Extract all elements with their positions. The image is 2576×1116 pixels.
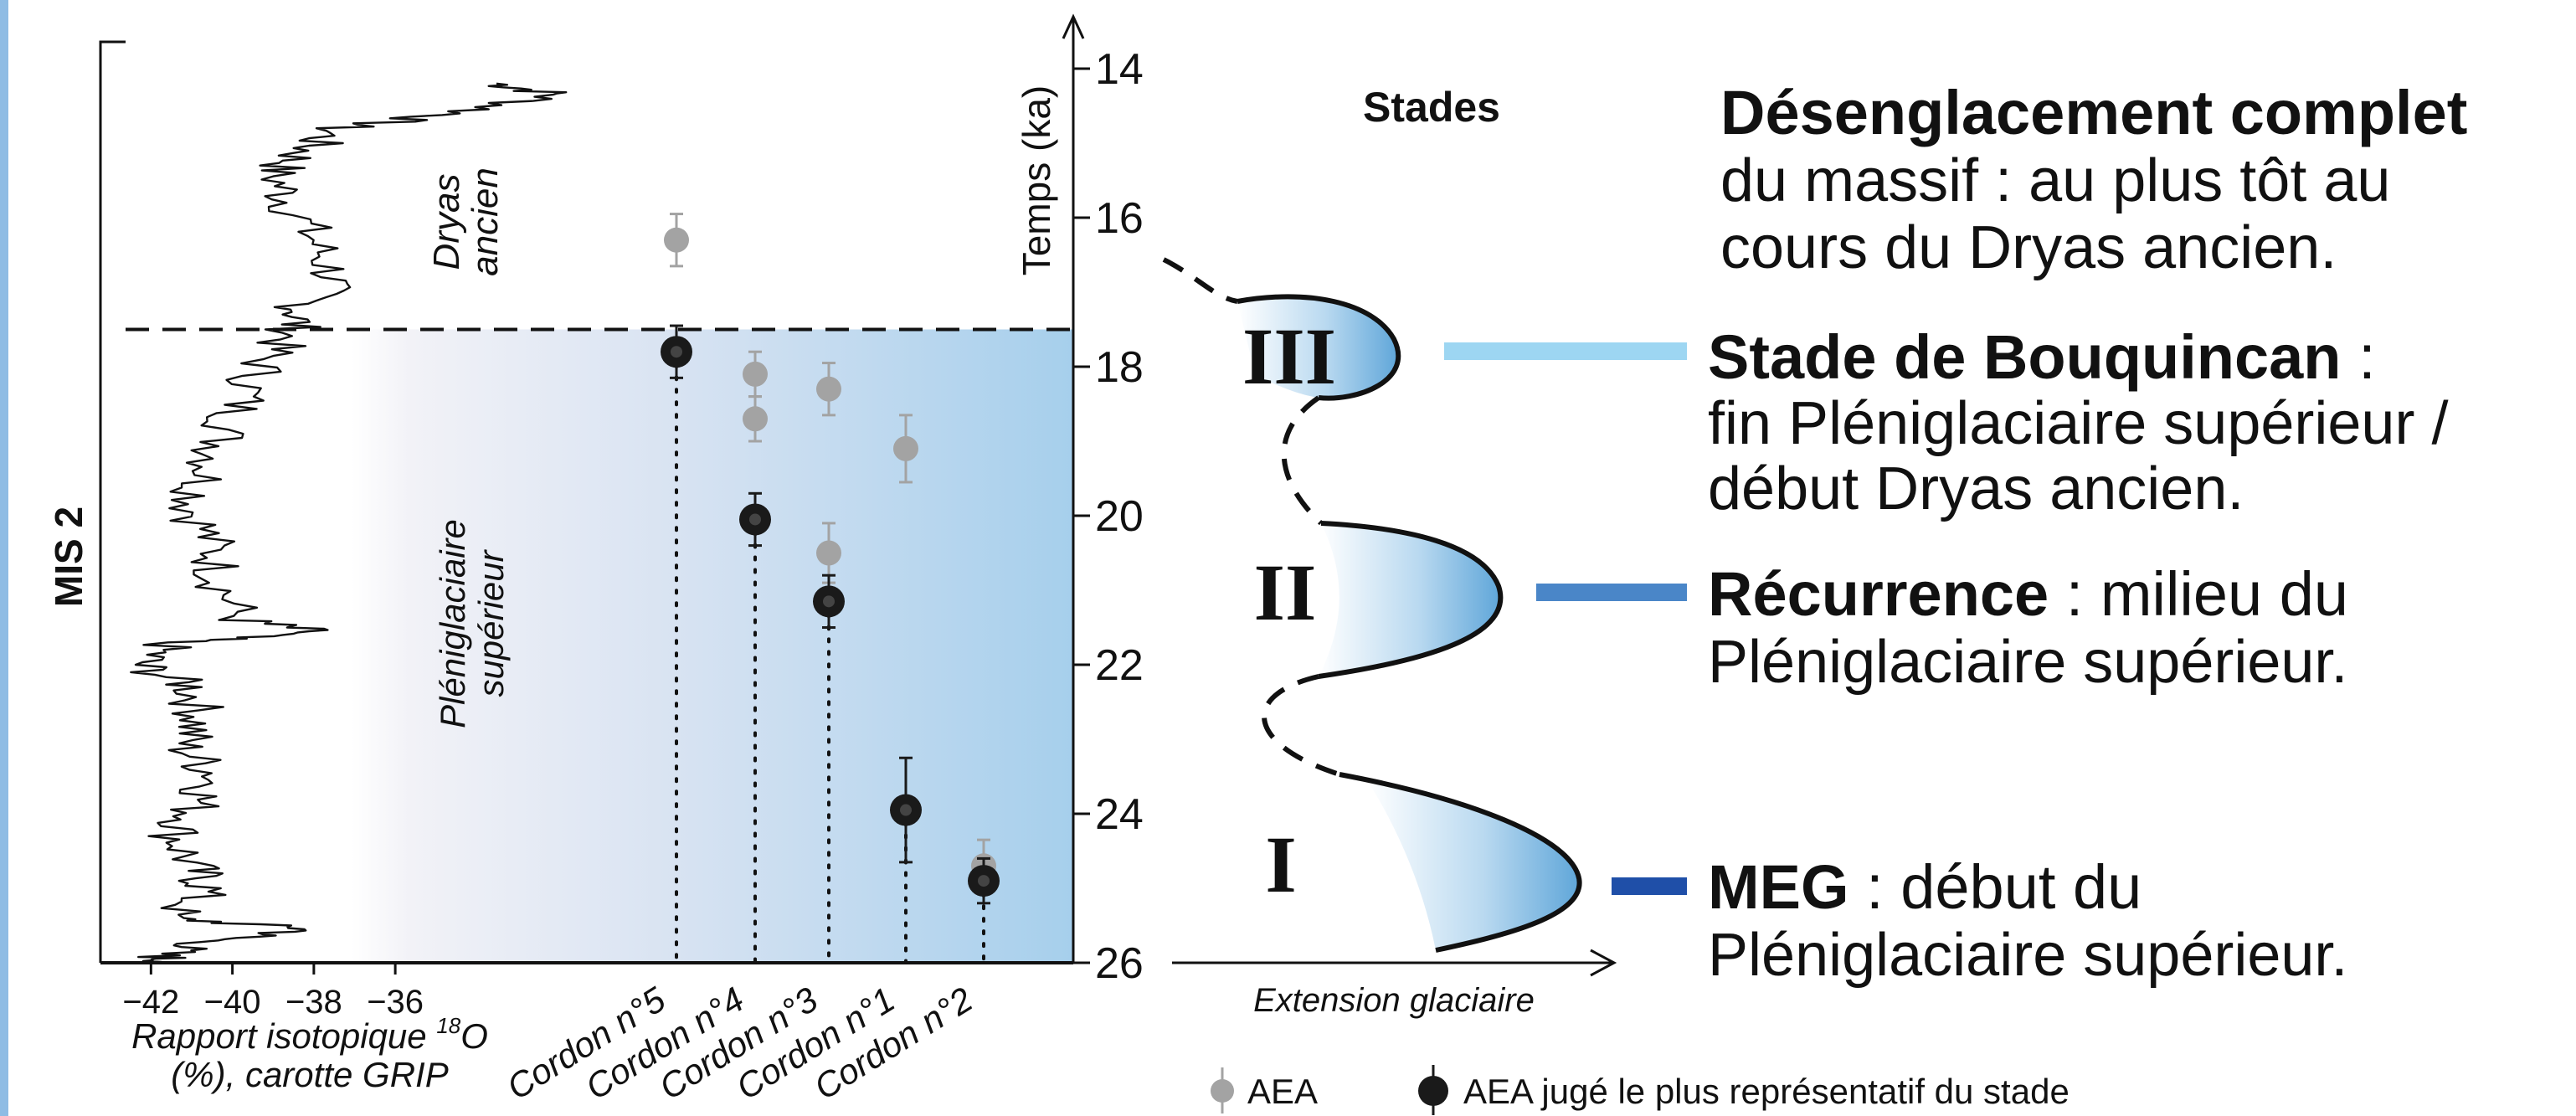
- iso-tick-label: −42: [122, 984, 179, 1021]
- aea-point: [816, 540, 841, 566]
- lobe-II: [1319, 523, 1501, 676]
- lobe-II-outline: [1318, 521, 1504, 679]
- isotope-axis-label-a: Rapport isotopique: [131, 1016, 436, 1056]
- legend-aea-rep-label: AEA jugé le plus représentatif du stade: [1463, 1072, 2070, 1111]
- pleni-label-line2: supérieur: [471, 548, 511, 697]
- pleni-label: Pléniglaciaire supérieur: [433, 519, 511, 728]
- deglaciation-line2: du massif : au plus tôt au: [1720, 147, 2390, 214]
- legend-aea-marker: [1211, 1079, 1234, 1103]
- stade-II-text: Récurrence : milieu du Pléniglaciaire su…: [1708, 559, 2348, 696]
- deglaciation-bold: Désenglacement complet: [1720, 78, 2467, 147]
- stade-III-text: Stade de Bouquincan : fin Pléniglaciaire…: [1708, 322, 2448, 522]
- aea-point: [664, 227, 689, 253]
- time-tick-label: 26: [1095, 939, 1144, 988]
- stade-III-line1: Stade de Bouquincan :: [1708, 322, 2376, 392]
- stade-I-line2: Pléniglaciaire supérieur.: [1708, 922, 2347, 989]
- time-axis-arrow: [1062, 13, 1085, 39]
- roman-II: II: [1254, 548, 1317, 637]
- lobe-III-outline: [1237, 294, 1401, 401]
- aea-point: [743, 361, 768, 387]
- deglaciation-line3: cours du Dryas ancien.: [1720, 214, 2337, 281]
- time-tick-label: 14: [1095, 45, 1144, 94]
- stade-I-text: MEG : début du Pléniglaciaire supérieur.: [1708, 852, 2347, 989]
- iso-tick-label: −36: [367, 984, 424, 1021]
- lobe-connectors: [1162, 257, 1340, 777]
- side-bar: [0, 0, 8, 1116]
- time-tick-label: 22: [1095, 641, 1144, 690]
- isotope-x-ticks: −42 −40 −38 −36: [122, 963, 424, 1021]
- dryas-label: Dryas ancien: [426, 167, 506, 276]
- stade-II-line1: Récurrence : milieu du: [1708, 559, 2348, 629]
- lobe-I: [1367, 780, 1580, 950]
- isotope-axis-label-sup: 18: [436, 1013, 460, 1038]
- pleniglaciaire-band: [352, 329, 1073, 963]
- legend-aea-rep-marker: [1418, 1076, 1448, 1106]
- aea-point: [893, 435, 918, 461]
- roman-III: III: [1242, 311, 1336, 401]
- roman-I: I: [1265, 820, 1296, 909]
- extension-label: Extension glaciaire: [1253, 982, 1535, 1019]
- left-axis-bracket: [99, 40, 126, 963]
- dryas-label-line1: Dryas: [426, 174, 467, 270]
- legend: AEA AEA jugé le plus représentatif du st…: [1211, 1065, 2070, 1115]
- data-points: [661, 213, 1000, 905]
- aea-rep-point-core: [823, 595, 835, 608]
- isotope-axis-label-b: O: [460, 1016, 488, 1056]
- aea-rep-point-core: [900, 804, 912, 816]
- dryas-label-line2: ancien: [465, 167, 506, 276]
- aea-point: [816, 376, 841, 402]
- lobe-III: [1237, 296, 1399, 399]
- mis-label: MIS 2: [47, 507, 90, 607]
- isotope-axis-label: Rapport isotopique 18O: [131, 1013, 488, 1056]
- stade-I-line1: MEG : début du: [1708, 852, 2142, 922]
- deglaciation-text: Désenglacement complet du massif : au pl…: [1720, 78, 2467, 281]
- stade-III-line3: début Dryas ancien.: [1708, 455, 2244, 522]
- stade-II-bold: Récurrence: [1708, 559, 2049, 629]
- stade-I-rest: : début du: [1849, 852, 2142, 922]
- stade-II-line2: Pléniglaciaire supérieur.: [1708, 629, 2347, 696]
- lobe-I-outline: [1339, 772, 1582, 953]
- time-tick-label: 20: [1095, 492, 1144, 541]
- time-tick-label: 16: [1095, 194, 1144, 243]
- stade-I-marker: [1612, 877, 1687, 895]
- glacier-lobes: [1162, 257, 1582, 953]
- stade-II-rest: : milieu du: [2049, 559, 2348, 629]
- aea-point: [743, 406, 768, 432]
- iso-tick-label: −40: [204, 984, 261, 1021]
- aea-rep-point-core: [749, 513, 761, 526]
- stades-title: Stades: [1363, 84, 1500, 131]
- time-tick-label: 24: [1095, 790, 1144, 839]
- stade-III-bold: Stade de Bouquincan: [1708, 322, 2342, 392]
- time-tick-label: 18: [1095, 343, 1144, 392]
- stade-I-bold: MEG: [1708, 852, 1849, 922]
- extension-axis-arrow: [1590, 949, 1617, 977]
- isotope-curve: [130, 82, 568, 964]
- legend-aea-label: AEA: [1247, 1072, 1318, 1111]
- time-axis-label: Temps (ka): [1015, 85, 1058, 275]
- stade-III-line2: fin Pléniglaciaire supérieur /: [1708, 390, 2448, 457]
- stade-III-marker: [1444, 342, 1687, 360]
- isotope-axis-label-line2: (%), carotte GRIP: [171, 1055, 448, 1094]
- stade-III-rest: :: [2342, 322, 2376, 392]
- stade-II-marker: [1536, 584, 1687, 601]
- time-axis-ticks: 14 16 18 20 22 24 26: [1073, 45, 1144, 988]
- pleni-label-line1: Pléniglaciaire: [433, 519, 472, 728]
- iso-tick-label: −38: [285, 984, 342, 1021]
- aea-rep-point-core: [671, 346, 682, 358]
- aea-rep-point-core: [978, 875, 990, 887]
